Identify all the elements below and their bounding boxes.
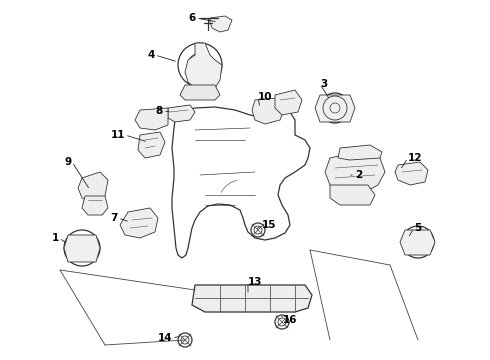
Text: 14: 14 xyxy=(157,333,172,343)
Polygon shape xyxy=(395,162,428,185)
Polygon shape xyxy=(82,196,108,215)
Text: 5: 5 xyxy=(414,223,421,233)
Polygon shape xyxy=(400,230,435,255)
Polygon shape xyxy=(315,95,355,122)
Text: 7: 7 xyxy=(111,213,118,223)
Text: 8: 8 xyxy=(156,106,163,116)
Polygon shape xyxy=(325,150,385,192)
Polygon shape xyxy=(120,208,158,238)
Text: 13: 13 xyxy=(248,277,263,287)
Text: 6: 6 xyxy=(189,13,196,23)
Text: 16: 16 xyxy=(283,315,297,325)
Polygon shape xyxy=(168,105,195,122)
Polygon shape xyxy=(338,145,382,160)
Text: 4: 4 xyxy=(147,50,155,60)
Polygon shape xyxy=(180,85,220,100)
Text: 11: 11 xyxy=(111,130,125,140)
Polygon shape xyxy=(78,172,108,202)
Polygon shape xyxy=(252,98,285,124)
Text: 12: 12 xyxy=(408,153,422,163)
Polygon shape xyxy=(210,16,232,32)
Text: 2: 2 xyxy=(355,170,362,180)
Polygon shape xyxy=(135,108,168,130)
Polygon shape xyxy=(330,185,375,205)
Polygon shape xyxy=(275,90,302,115)
Polygon shape xyxy=(185,43,222,90)
Text: 10: 10 xyxy=(258,92,272,102)
Polygon shape xyxy=(138,132,165,158)
Text: 3: 3 xyxy=(320,79,327,89)
Text: 15: 15 xyxy=(262,220,276,230)
Polygon shape xyxy=(64,235,100,262)
Text: 1: 1 xyxy=(52,233,59,243)
Polygon shape xyxy=(192,285,312,312)
Text: 9: 9 xyxy=(65,157,72,167)
